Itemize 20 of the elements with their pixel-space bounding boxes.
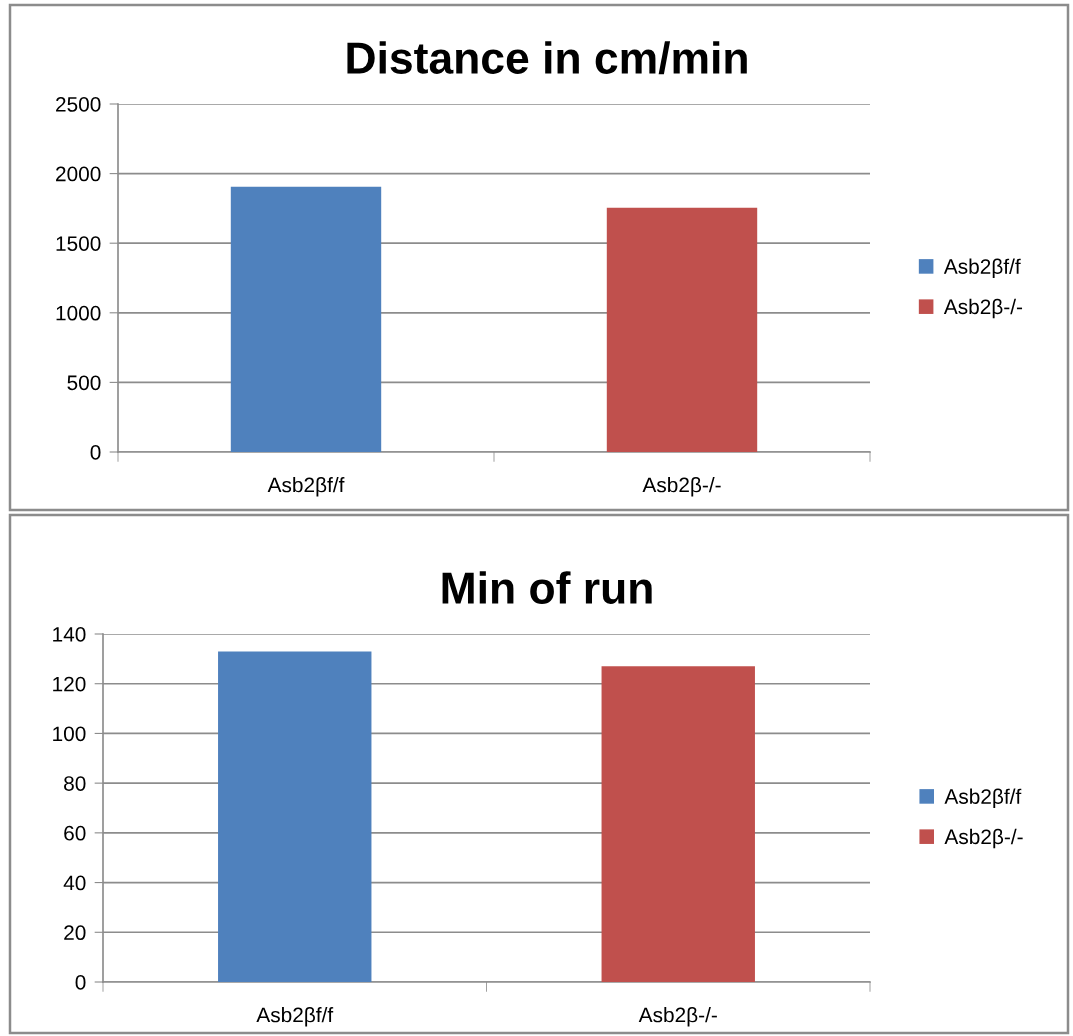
y-tick-label: 1500 [56, 236, 101, 251]
y-tick-label: 0 [90, 445, 101, 460]
chart-title: Distance in cm/min [347, 41, 747, 75]
legend-label: Asb2βf/f [944, 788, 1022, 809]
y-tick-label: 0 [75, 975, 86, 990]
y-tick-label: 2500 [56, 97, 101, 112]
legend-label: Asb2βf/f [943, 258, 1021, 279]
y-tick-label: 500 [67, 375, 101, 391]
chart-title: Min of run [442, 571, 652, 604]
y-tick-label: 60 [64, 825, 86, 841]
legend-label: Asb2β-/- [943, 298, 1023, 319]
y-tick-label: 140 [53, 627, 86, 642]
y-tick-label: 40 [63, 875, 86, 891]
y-tick-label: 20 [64, 925, 86, 941]
y-tick-label: 120 [53, 676, 86, 692]
y-tick-label: 1000 [56, 305, 101, 321]
y-tick-label: 80 [64, 776, 86, 791]
y-tick-label: 2000 [56, 166, 101, 182]
legend-label: Asb2β-/- [944, 828, 1023, 849]
y-tick-label: 100 [53, 726, 86, 742]
